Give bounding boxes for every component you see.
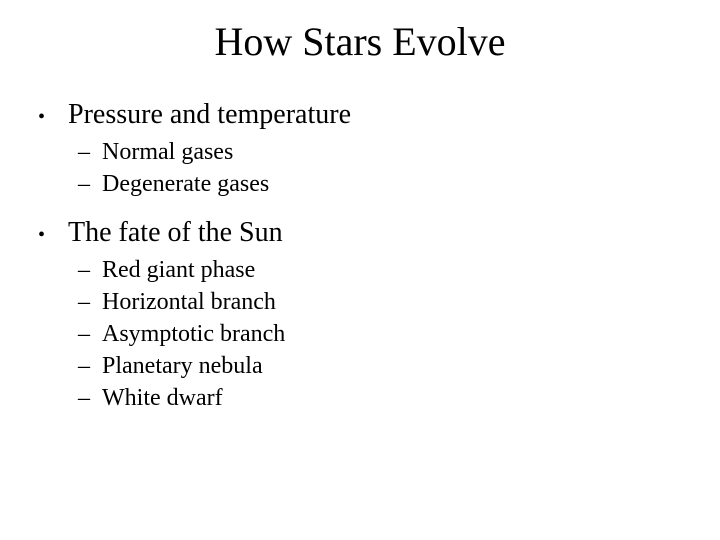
bullet-l1: • Pressure and temperature: [34, 99, 720, 131]
bullet-l1-label: The fate of the Sun: [68, 217, 283, 249]
bullet-l2-label: Asymptotic branch: [102, 319, 285, 349]
bullet-l1-label: Pressure and temperature: [68, 99, 351, 131]
bullet-l2-label: Red giant phase: [102, 255, 255, 285]
slide-title: How Stars Evolve: [0, 0, 720, 75]
dash-marker-icon: –: [78, 169, 102, 199]
bullet-l2: – Red giant phase: [78, 255, 720, 285]
bullet-group-1: • The fate of the Sun – Red giant phase …: [34, 217, 720, 413]
slide-content: • Pressure and temperature – Normal gase…: [0, 75, 720, 413]
dash-marker-icon: –: [78, 137, 102, 167]
dash-marker-icon: –: [78, 351, 102, 381]
bullet-l2-label: Normal gases: [102, 137, 233, 167]
dash-marker-icon: –: [78, 255, 102, 285]
bullet-l2: – Normal gases: [78, 137, 720, 167]
dash-marker-icon: –: [78, 383, 102, 413]
bullet-marker-icon: •: [34, 221, 68, 249]
bullet-l2: – Planetary nebula: [78, 351, 720, 381]
bullet-l2: – Horizontal branch: [78, 287, 720, 317]
bullet-group-0: • Pressure and temperature – Normal gase…: [34, 99, 720, 199]
bullet-l1: • The fate of the Sun: [34, 217, 720, 249]
bullet-l2: – Asymptotic branch: [78, 319, 720, 349]
slide: How Stars Evolve • Pressure and temperat…: [0, 0, 720, 540]
bullet-l2-label: Degenerate gases: [102, 169, 269, 199]
dash-marker-icon: –: [78, 287, 102, 317]
bullet-l2: – White dwarf: [78, 383, 720, 413]
bullet-marker-icon: •: [34, 103, 68, 131]
dash-marker-icon: –: [78, 319, 102, 349]
bullet-l2-label: White dwarf: [102, 383, 223, 413]
bullet-l2: – Degenerate gases: [78, 169, 720, 199]
bullet-l2-label: Horizontal branch: [102, 287, 276, 317]
bullet-l2-label: Planetary nebula: [102, 351, 263, 381]
